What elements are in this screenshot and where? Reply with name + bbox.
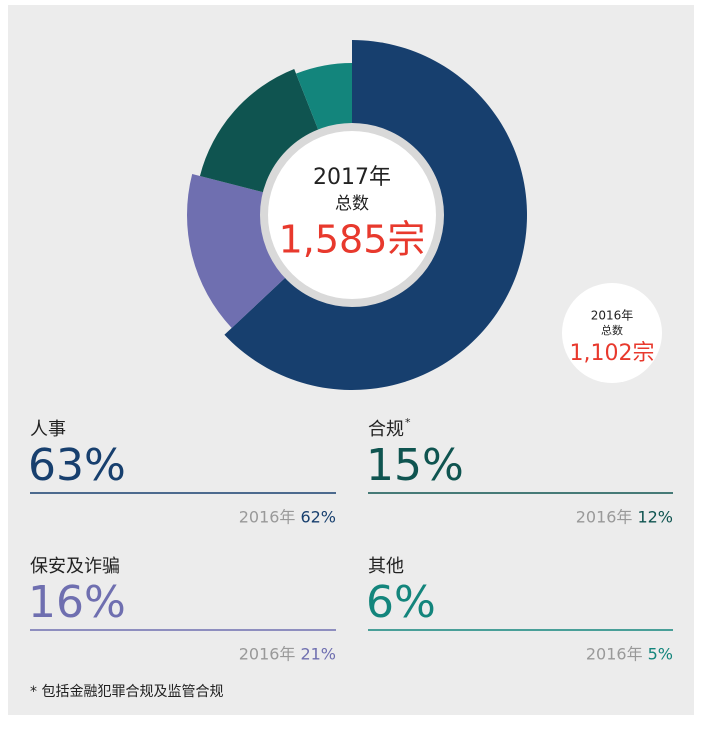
legend-value: 16% — [28, 577, 126, 628]
previous-year: 2016年 — [591, 309, 634, 323]
legend-value: 15% — [366, 440, 464, 491]
legend-value: 63% — [28, 440, 126, 491]
previous-year-label: 2016年 — [576, 508, 633, 527]
previous-value: 62% — [300, 508, 336, 527]
donut-segment — [199, 69, 319, 193]
previous-year-label: 2016年 — [586, 645, 643, 664]
legend-label: 合规 — [368, 419, 404, 440]
legend-marker: * — [405, 416, 411, 429]
previous-year-label: 2016年 — [239, 645, 296, 664]
previous-value: 21% — [300, 645, 336, 664]
center-total: 1,585宗 — [279, 218, 426, 262]
center-year: 2017年 — [313, 165, 391, 190]
previous-total: 1,102宗 — [570, 341, 655, 366]
center-circle — [260, 123, 444, 307]
previous-value: 5% — [648, 645, 673, 664]
legend-value: 6% — [366, 577, 436, 628]
legend-label: 人事 — [30, 419, 66, 440]
previous-year-label: 2016年 — [239, 508, 296, 527]
donut-segment — [224, 40, 528, 390]
previous-label: 总数 — [601, 323, 623, 337]
footnote: * 包括金融犯罪合规及监管合规 — [30, 684, 223, 700]
legend-label: 其他 — [368, 556, 404, 577]
previous-circle — [562, 283, 662, 383]
donut-segment — [296, 63, 352, 132]
legend-label: 保安及诈骗 — [30, 556, 120, 577]
center-label: 总数 — [335, 194, 369, 214]
previous-value: 12% — [637, 508, 673, 527]
